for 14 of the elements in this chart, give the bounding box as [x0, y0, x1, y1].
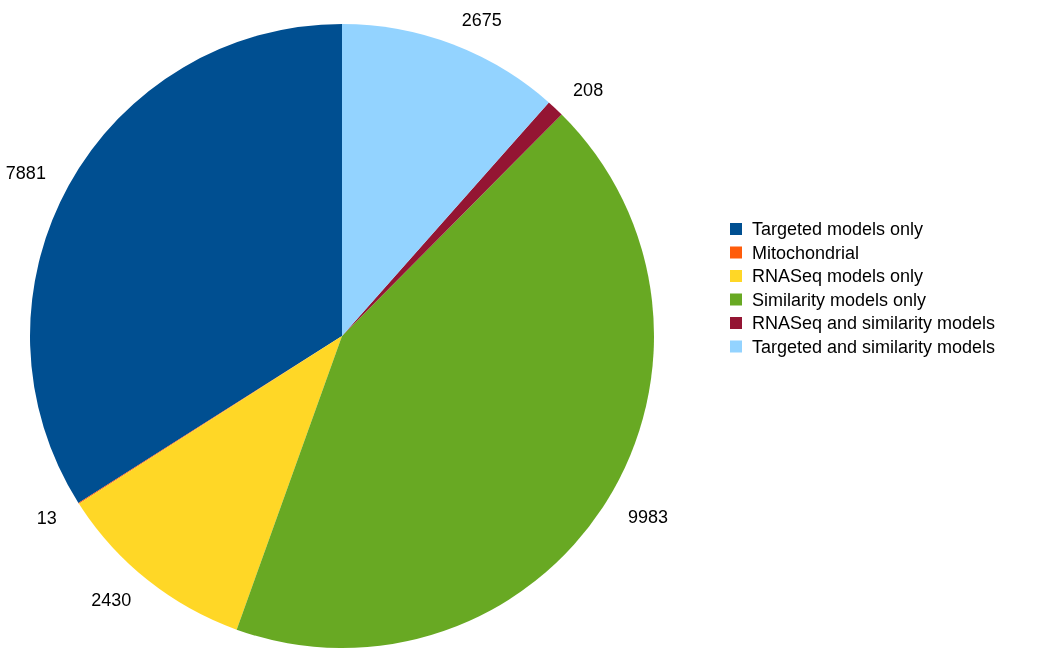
legend-label: Targeted models only [752, 219, 924, 240]
legend-label: Mitochondrial [752, 242, 860, 263]
legend-label: RNASeq and similarity models [752, 313, 996, 334]
pie-slice [342, 24, 549, 336]
data-label: 208 [573, 79, 604, 100]
pie-slice [79, 336, 342, 630]
legend-label: Targeted and similarity models [752, 336, 996, 357]
data-label: 2430 [91, 590, 132, 611]
data-label: 9983 [627, 506, 668, 527]
data-label: 13 [36, 507, 57, 528]
data-label: 7881 [5, 163, 46, 184]
data-label: 2675 [461, 10, 502, 31]
legend-label: RNASeq models only [752, 266, 924, 287]
legend-label: Similarity models only [752, 289, 927, 310]
